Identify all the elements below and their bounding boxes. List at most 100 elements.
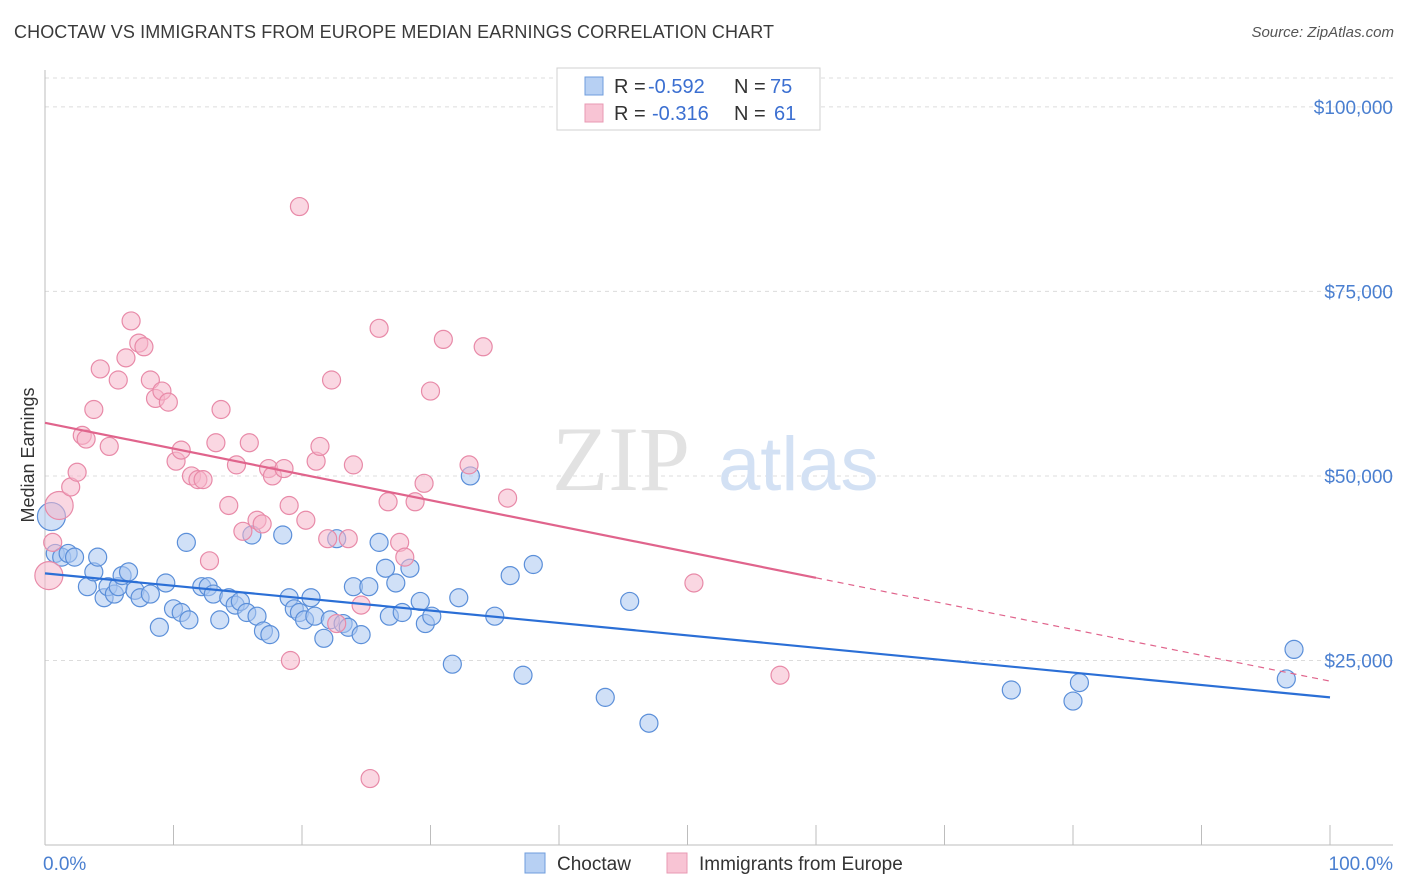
immigrants-point xyxy=(279,495,299,516)
immigrants-point xyxy=(193,470,213,490)
choctaw-point xyxy=(513,665,533,685)
legend-n-value-1: 75 xyxy=(770,76,792,98)
choctaw-point xyxy=(273,525,293,545)
watermark: ZIP atlas xyxy=(552,408,879,510)
choctaw-point xyxy=(449,588,469,608)
immigrants-point xyxy=(684,573,704,593)
watermark-zip: ZIP xyxy=(552,408,690,510)
immigrants-point xyxy=(44,490,74,521)
immigrants-point xyxy=(108,370,128,390)
choctaw-point xyxy=(176,532,196,552)
immigrants-point xyxy=(433,329,453,350)
choctaw-point xyxy=(210,610,230,630)
legend: R = -0.592 N = 75 R = -0.316 N = 61 xyxy=(556,67,821,131)
immigrants-point xyxy=(280,650,301,671)
choctaw-point xyxy=(260,625,280,645)
choctaw-point xyxy=(156,573,176,593)
bottom-legend-swatch-immigrants xyxy=(666,852,688,874)
choctaw-point xyxy=(359,577,379,597)
immigrants-point xyxy=(310,436,330,457)
immigrants-point xyxy=(140,370,160,390)
immigrants-point xyxy=(338,529,358,549)
immigrants-point xyxy=(395,547,415,567)
immigrants-point xyxy=(121,311,141,331)
legend-swatch-pink xyxy=(584,103,604,123)
choctaw-point xyxy=(88,547,108,567)
immigrants-point xyxy=(43,532,63,552)
immigrants-point xyxy=(252,514,272,534)
immigrants-point xyxy=(226,455,247,475)
y-tick-label: $50,000 xyxy=(1324,467,1393,488)
choctaw-point xyxy=(1001,680,1021,700)
immigrants-point xyxy=(473,337,493,357)
choctaw-point xyxy=(149,617,169,637)
immigrants-point xyxy=(134,337,154,357)
choctaw-point xyxy=(375,558,396,578)
choctaw-point xyxy=(1069,673,1090,693)
immigrants-point xyxy=(211,399,231,420)
choctaw-point xyxy=(442,654,462,674)
x-tick-label-end: 100.0% xyxy=(1329,854,1394,875)
immigrants-point xyxy=(296,510,316,530)
immigrants-point xyxy=(99,436,119,457)
immigrants-point xyxy=(233,521,253,541)
watermark-atlas: atlas xyxy=(718,422,879,507)
series-choctaw-points xyxy=(36,466,1304,733)
choctaw-point xyxy=(351,625,371,645)
choctaw-point xyxy=(140,584,160,604)
immigrants-point xyxy=(327,613,347,634)
choctaw-point xyxy=(1284,639,1304,660)
x-tick-label-start: 0.0% xyxy=(43,854,86,875)
choctaw-point xyxy=(386,573,406,593)
legend-n-value-2: 61 xyxy=(774,103,796,125)
immigrants-point xyxy=(360,768,380,789)
gridlines xyxy=(45,77,1393,661)
y-tick-label: $75,000 xyxy=(1324,282,1393,303)
choctaw-point xyxy=(500,565,520,586)
choctaw-point xyxy=(595,687,615,707)
immigrants-point xyxy=(770,665,790,685)
choctaw-point xyxy=(620,591,640,612)
choctaw-point xyxy=(369,532,389,552)
choctaw-point xyxy=(64,547,85,567)
legend-n-label-1: N = xyxy=(734,76,766,98)
legend-r-value-2: -0.316 xyxy=(652,103,709,125)
legend-n-label-2: N = xyxy=(734,103,766,125)
series-immigrants-points xyxy=(34,196,790,789)
legend-swatch-blue xyxy=(584,76,604,96)
immigrants-point xyxy=(369,318,389,338)
legend-r-value-1: -0.592 xyxy=(648,76,705,98)
immigrants-point xyxy=(219,495,239,516)
immigrants-point xyxy=(67,462,87,482)
choctaw-point xyxy=(314,628,334,648)
immigrants-point xyxy=(199,551,220,571)
choctaw-point xyxy=(179,610,199,630)
choctaw-point xyxy=(118,562,139,582)
source-label: Source: ZipAtlas.com xyxy=(1251,24,1394,41)
legend-r-label-1: R = xyxy=(614,76,646,98)
immigrants-point xyxy=(321,370,342,390)
choctaw-point xyxy=(523,554,543,575)
legend-r-label-2: R = xyxy=(614,103,646,125)
bottom-legend-swatch-choctaw xyxy=(524,852,546,874)
immigrants-trend-line xyxy=(44,421,817,579)
immigrants-point xyxy=(378,492,398,512)
immigrants-point xyxy=(84,399,104,420)
axes xyxy=(44,70,1393,846)
trend-lines xyxy=(44,421,1331,699)
immigrants-point xyxy=(206,433,226,453)
immigrants-point xyxy=(239,433,259,453)
bottom-legend-immigrants: Immigrants from Europe xyxy=(699,854,903,875)
y-tick-label: $100,000 xyxy=(1314,98,1393,119)
choctaw-point xyxy=(1276,669,1296,689)
immigrants-point xyxy=(289,196,310,217)
immigrants-trend-extension xyxy=(815,577,1331,682)
immigrants-point xyxy=(414,473,434,493)
immigrants-point xyxy=(116,348,136,368)
immigrants-point xyxy=(90,359,110,379)
immigrants-point xyxy=(420,381,441,401)
immigrants-point xyxy=(318,529,338,549)
choctaw-point xyxy=(410,591,430,612)
immigrants-point xyxy=(459,455,479,475)
